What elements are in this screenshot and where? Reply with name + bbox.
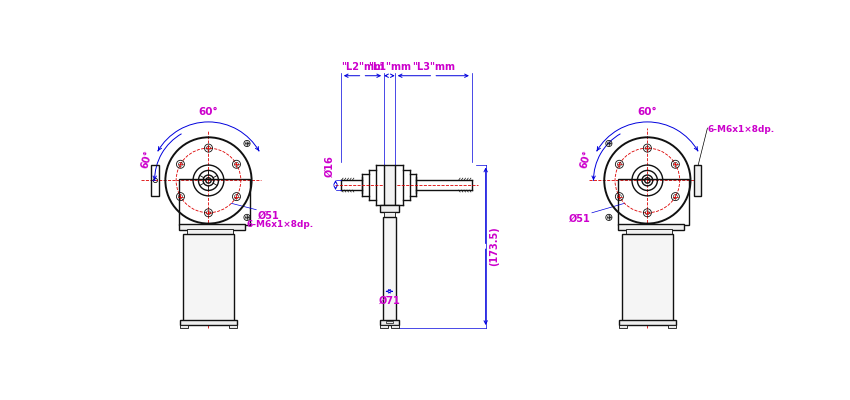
Bar <box>387 320 393 323</box>
Bar <box>380 206 399 212</box>
Text: Ø16: Ø16 <box>325 156 334 177</box>
Bar <box>384 212 394 217</box>
Bar <box>179 224 245 230</box>
Bar <box>618 179 689 225</box>
Bar <box>180 325 188 328</box>
Bar <box>380 325 388 328</box>
Bar <box>180 320 237 325</box>
Text: 60°: 60° <box>579 149 593 170</box>
Text: Ø51: Ø51 <box>258 210 280 220</box>
Text: Ø71: Ø71 <box>378 296 400 306</box>
Bar <box>618 224 683 230</box>
Bar <box>151 165 159 196</box>
Bar <box>622 234 673 320</box>
Bar <box>183 234 234 320</box>
Bar <box>383 217 395 320</box>
Bar <box>619 325 626 328</box>
Bar <box>391 325 399 328</box>
Text: 60°: 60° <box>199 107 218 117</box>
Bar <box>619 320 676 325</box>
Bar <box>668 325 676 328</box>
Text: 60°: 60° <box>638 107 657 117</box>
Bar <box>230 325 237 328</box>
Text: "L3"mm: "L3"mm <box>411 62 455 72</box>
Text: 6-M6x1×8dp.: 6-M6x1×8dp. <box>707 125 774 134</box>
Text: 60°: 60° <box>139 149 154 170</box>
Bar <box>179 179 250 225</box>
Bar <box>694 165 701 196</box>
Bar <box>626 229 672 234</box>
Text: 6-M6x1×8dp.: 6-M6x1×8dp. <box>247 220 314 230</box>
Text: Ø51: Ø51 <box>569 214 591 224</box>
Bar <box>384 165 394 206</box>
Text: "L2"mm: "L2"mm <box>341 62 384 72</box>
Text: (173.5): (173.5) <box>489 226 499 266</box>
Text: "L1"mm: "L1"mm <box>368 62 411 72</box>
Bar <box>380 320 399 325</box>
Bar <box>187 229 233 234</box>
